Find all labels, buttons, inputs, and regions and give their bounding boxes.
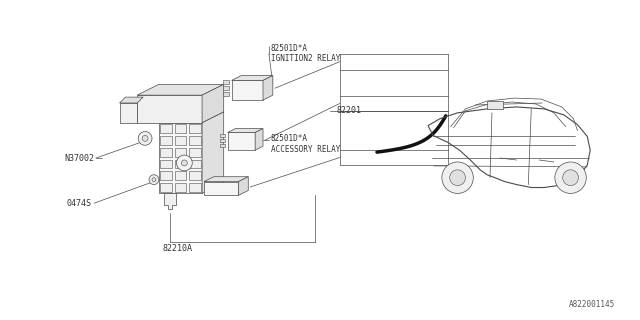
Polygon shape (263, 76, 273, 100)
Polygon shape (239, 177, 248, 196)
Polygon shape (175, 159, 186, 168)
Polygon shape (255, 129, 263, 150)
Text: A822001145: A822001145 (568, 300, 615, 309)
Text: 82210A: 82210A (163, 244, 193, 252)
Polygon shape (175, 183, 186, 192)
Polygon shape (189, 159, 200, 168)
Polygon shape (161, 136, 172, 145)
Polygon shape (204, 177, 248, 182)
Polygon shape (204, 182, 239, 196)
Polygon shape (161, 124, 172, 133)
Circle shape (152, 178, 156, 182)
Polygon shape (220, 144, 225, 147)
Polygon shape (164, 193, 175, 209)
Polygon shape (232, 76, 273, 80)
Polygon shape (120, 97, 143, 103)
Polygon shape (232, 80, 263, 100)
Polygon shape (220, 140, 225, 142)
Polygon shape (228, 132, 255, 150)
Circle shape (450, 170, 465, 186)
Text: N37002: N37002 (65, 154, 95, 163)
Circle shape (149, 175, 159, 185)
Polygon shape (189, 136, 200, 145)
Polygon shape (202, 84, 224, 123)
Polygon shape (223, 80, 228, 84)
Polygon shape (175, 124, 186, 133)
Circle shape (177, 155, 192, 171)
Circle shape (142, 135, 148, 141)
Polygon shape (161, 148, 172, 156)
Text: 82501D*A
ACCESSORY RELAY: 82501D*A ACCESSORY RELAY (271, 134, 340, 154)
Text: 82501D*A
IGNITION2 RELAY: 82501D*A IGNITION2 RELAY (271, 44, 340, 63)
Polygon shape (175, 148, 186, 156)
Circle shape (555, 162, 586, 193)
Polygon shape (189, 171, 200, 180)
Circle shape (138, 132, 152, 145)
Polygon shape (175, 171, 186, 180)
Polygon shape (223, 86, 228, 90)
Polygon shape (137, 95, 202, 123)
Polygon shape (189, 183, 200, 192)
Circle shape (182, 160, 188, 166)
Polygon shape (161, 159, 172, 168)
Polygon shape (120, 103, 137, 123)
Polygon shape (189, 148, 200, 156)
Polygon shape (159, 123, 202, 193)
Polygon shape (159, 112, 224, 123)
Polygon shape (161, 183, 172, 192)
Polygon shape (202, 112, 224, 193)
Polygon shape (220, 134, 225, 137)
Circle shape (442, 162, 474, 193)
Polygon shape (161, 171, 172, 180)
Circle shape (563, 170, 579, 186)
Polygon shape (228, 129, 263, 132)
Bar (487, 101, 503, 109)
Polygon shape (137, 84, 224, 95)
Text: 82201: 82201 (337, 106, 362, 116)
Text: 0474S: 0474S (67, 199, 92, 208)
Polygon shape (223, 92, 228, 96)
Polygon shape (189, 124, 200, 133)
Polygon shape (175, 136, 186, 145)
